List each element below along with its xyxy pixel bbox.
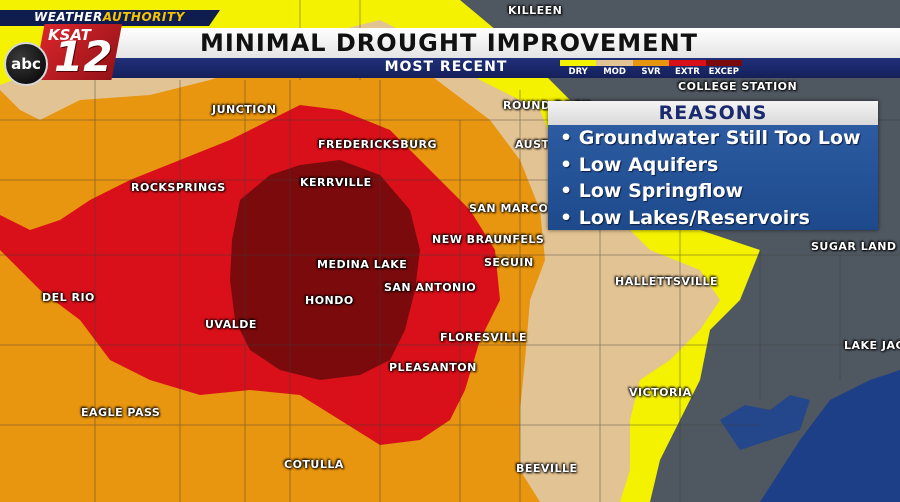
- legend-label-excep: EXCEP: [708, 67, 739, 77]
- reasons-heading: REASONS: [548, 101, 878, 125]
- city-label-uvalde: UVALDE: [205, 318, 257, 331]
- city-label-hallettsville: HALLETTSVILLE: [615, 275, 719, 288]
- subheadline-bar: MOST RECENT: [108, 58, 900, 78]
- city-label-medina-lake: MEDINA LAKE: [317, 258, 408, 271]
- city-label-rocksprings: ROCKSPRINGS: [131, 181, 226, 194]
- city-label-eagle-pass: EAGLE PASS: [81, 406, 161, 419]
- headline-banner: MINIMAL DROUGHT IMPROVEMENT: [108, 28, 900, 58]
- city-label-hondo: HONDO: [305, 294, 354, 307]
- city-label-fredericksburg: FREDERICKSBURG: [318, 138, 438, 151]
- reason-item: • Groundwater Still Too Low: [560, 127, 861, 149]
- city-label-killeen: KILLEEN: [508, 4, 563, 17]
- legend-swatch-excep: [705, 60, 742, 66]
- city-label-cotulla: COTULLA: [284, 458, 344, 471]
- city-label-junction: JUNCTION: [212, 103, 277, 116]
- city-label-beeville: BEEVILLE: [516, 462, 578, 475]
- reasons-panel: REASONS • Groundwater Still Too Low • Lo…: [548, 101, 878, 230]
- drought-exceptional-region: [230, 160, 420, 380]
- weather-authority-logo: WEATHERAUTHORITY: [34, 10, 185, 24]
- city-label-college-station: COLLEGE STATION: [678, 80, 798, 93]
- city-label-san-antonio: SAN ANTONIO: [384, 281, 477, 294]
- ksat12-logo: KSAT 12: [34, 24, 122, 80]
- city-label-san-marcos: SAN MARCOS: [469, 202, 557, 215]
- city-label-seguin: SEGUIN: [484, 256, 534, 269]
- legend-label-extr: EXTR: [675, 67, 700, 77]
- legend-swatch-svr: [632, 60, 670, 66]
- weather-authority-bar: WEATHERAUTHORITY: [0, 10, 220, 26]
- reason-item: • Low Springflow: [560, 180, 744, 202]
- city-label-lake-jackson: LAKE JAC: [844, 339, 900, 352]
- gulf-water: [760, 370, 900, 502]
- city-label-new-braunfels: NEW BRAUNFELS: [432, 233, 545, 246]
- legend-swatch-extr: [669, 60, 706, 66]
- city-label-del-rio: DEL RIO: [42, 291, 95, 304]
- drought-legend: DRY MOD SVR EXTR EXCEP: [560, 58, 742, 78]
- city-label-pleasanton: PLEASANTON: [389, 361, 477, 374]
- city-label-sugar-land: SUGAR LAND: [811, 240, 897, 253]
- reason-item: • Low Aquifers: [560, 153, 719, 176]
- subheadline-text: MOST RECENT: [384, 59, 508, 75]
- bay-water: [720, 395, 810, 450]
- reason-item: • Low Lakes/Reservoirs: [560, 206, 810, 229]
- legend-swatch-mod: [596, 60, 633, 66]
- city-label-victoria: VICTORIA: [629, 386, 692, 399]
- legend-label-dry: DRY: [568, 67, 588, 77]
- headline-title: MINIMAL DROUGHT IMPROVEMENT: [199, 29, 699, 57]
- legend-label-mod: MOD: [603, 67, 626, 77]
- city-label-kerrville: KERRVILLE: [300, 176, 372, 189]
- city-label-floresville: FLORESVILLE: [440, 331, 528, 344]
- reasons-list: • Groundwater Still Too Low • Low Aquife…: [548, 125, 878, 231]
- legend-label-svr: SVR: [641, 67, 661, 77]
- abc-logo: abc: [4, 42, 48, 86]
- legend-swatch-dry: [560, 60, 597, 66]
